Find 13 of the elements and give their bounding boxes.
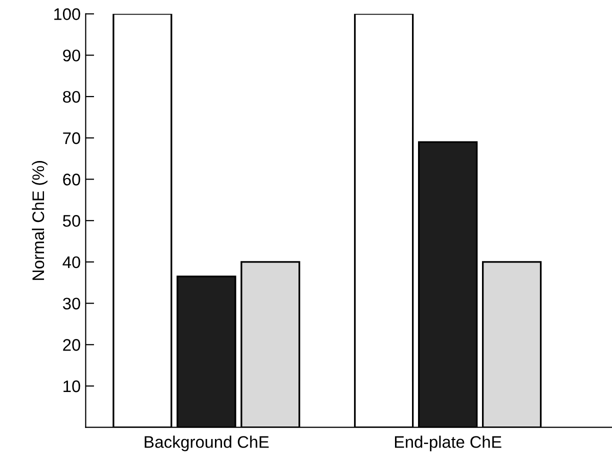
x-tick-label: Background ChE xyxy=(144,436,269,452)
y-tick-label: 90 xyxy=(63,50,80,62)
y-tick-label: 30 xyxy=(62,298,80,310)
y-tick-label: 40 xyxy=(62,256,80,268)
x-tick-label: End-plate ChE xyxy=(394,436,502,452)
y-tick-label: 50 xyxy=(62,215,80,227)
y-tick-label: 20 xyxy=(63,339,80,351)
y-tick-label: 70 xyxy=(63,132,80,144)
y-axis-title: Normal ChE (%) xyxy=(32,160,48,280)
y-tick-label: 10 xyxy=(64,380,80,392)
y-tick-label: 60 xyxy=(63,174,80,186)
y-tick-label: 100 xyxy=(54,8,80,20)
y-tick-label: 80 xyxy=(63,90,80,103)
